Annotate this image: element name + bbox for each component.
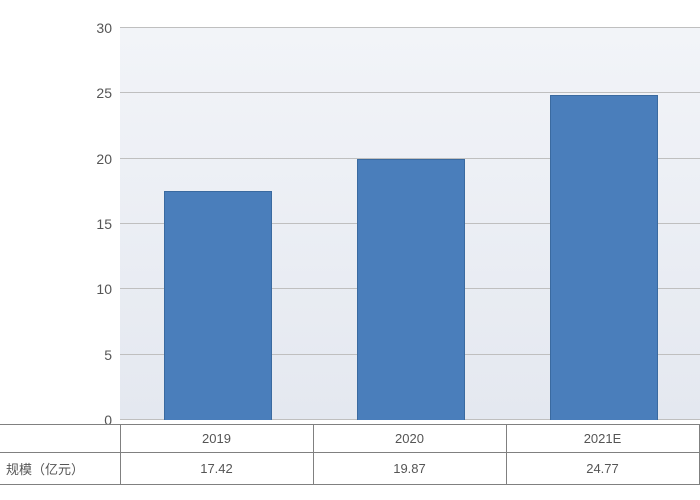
table-col-header: 2021E [506,425,699,453]
bar-2019 [164,191,272,420]
gridline [120,92,700,93]
y-tick-label: 5 [72,347,112,363]
table-col-header: 2020 [313,425,506,453]
bar-2021E [550,95,658,420]
y-tick-label: 30 [72,20,112,36]
table-row: 规模（亿元） 17.42 19.87 24.77 [0,453,699,485]
table-cell: 17.42 [120,453,313,485]
table-header-row: 2019 2020 2021E [0,425,699,453]
gridline [120,27,700,28]
bar-2020 [357,159,465,420]
chart-container: 051015202530 2019 2020 2021E 规模（亿元） 17.4… [0,0,700,500]
table-row-label: 规模（亿元） [0,453,120,485]
table-col-header: 2019 [120,425,313,453]
y-tick-label: 10 [72,281,112,297]
y-tick-label: 25 [72,85,112,101]
y-tick-label: 20 [72,151,112,167]
table-corner-cell [0,425,120,453]
table-cell: 19.87 [313,453,506,485]
y-tick-label: 15 [72,216,112,232]
plot-area [120,28,700,420]
table-cell: 24.77 [506,453,699,485]
chart-data-table: 2019 2020 2021E 规模（亿元） 17.42 19.87 24.77 [0,424,700,485]
